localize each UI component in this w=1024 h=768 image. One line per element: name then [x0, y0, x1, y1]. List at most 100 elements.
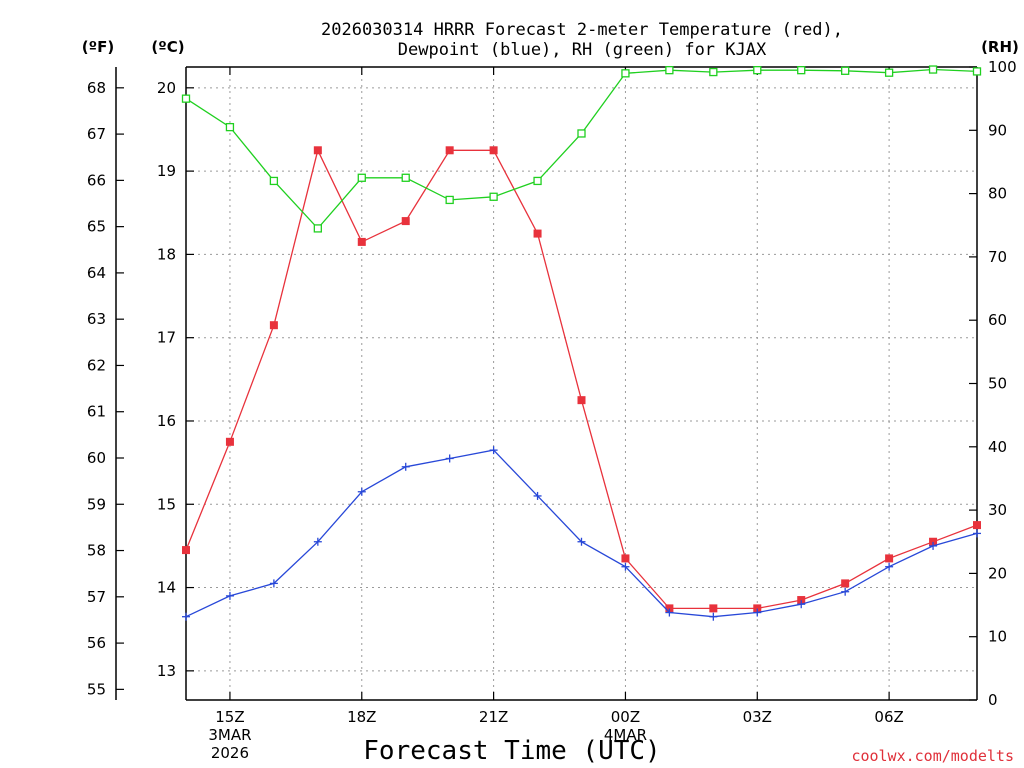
fahrenheit-tick-label: 63 — [87, 310, 106, 328]
data-point — [621, 554, 630, 563]
data-point — [445, 146, 454, 155]
data-point — [973, 521, 981, 530]
series-rh — [181, 65, 982, 233]
rh-tick-label: 40 — [988, 438, 1007, 456]
data-point — [884, 68, 894, 77]
axes-layer: 55 56 57 58 59 60 61 62 63 64 65 66 67 68 13 14 15 16 17 18… — [87, 58, 1017, 762]
data-point — [973, 529, 981, 538]
data-point — [313, 224, 322, 233]
fahrenheit-unit-label: (ºF) — [82, 38, 114, 56]
data-point — [753, 604, 762, 613]
rh-tick-label: 80 — [988, 185, 1007, 203]
data-point — [577, 396, 586, 405]
data-point — [225, 122, 235, 132]
data-point — [841, 587, 850, 596]
celsius-tick-label: 19 — [157, 162, 176, 180]
data-point — [269, 579, 278, 588]
data-point — [357, 173, 366, 182]
celsius-tick-label: 20 — [157, 79, 176, 97]
fahrenheit-tick-label: 55 — [87, 680, 106, 698]
chart-title-line-1: 2026030314 HRRR Forecast 2-meter Tempera… — [321, 20, 843, 40]
data-point — [269, 176, 279, 186]
fahrenheit-tick-label: 56 — [87, 634, 106, 652]
series-2-meter-temperature — [182, 146, 981, 613]
data-point — [577, 129, 586, 138]
celsius-tick-label: 16 — [157, 412, 176, 430]
data-point — [577, 537, 586, 546]
data-point — [753, 66, 762, 75]
chart-title-line-2: Dewpoint (blue), RH (green) for KJAX — [398, 40, 767, 60]
data-point — [357, 237, 366, 246]
fahrenheit-tick-label: 62 — [87, 356, 106, 374]
data-point — [225, 437, 234, 446]
fahrenheit-tick-label: 67 — [87, 125, 106, 143]
data-point — [665, 604, 674, 613]
rh-tick-label: 30 — [988, 501, 1007, 519]
grid-layer — [186, 67, 977, 700]
data-point — [533, 229, 542, 238]
celsius-tick-label: 17 — [157, 329, 176, 347]
x-tick-label: 06Z — [874, 708, 903, 726]
data-point — [665, 66, 674, 75]
rh-tick-label: 60 — [988, 311, 1007, 329]
rh-tick-label: 0 — [988, 691, 998, 709]
fahrenheit-tick-label: 66 — [87, 171, 106, 189]
x-tick-date-label: 3MAR — [208, 726, 251, 744]
data-point — [489, 192, 498, 201]
data-point — [928, 65, 938, 74]
data-point — [225, 591, 234, 600]
series-line — [185, 449, 978, 618]
data-point — [797, 600, 806, 609]
x-tick-label: 18Z — [347, 708, 376, 726]
data-point — [709, 612, 718, 621]
data-point — [313, 146, 322, 155]
data-point — [753, 608, 762, 617]
fahrenheit-tick-label: 68 — [87, 79, 106, 97]
x-tick-label: 15Z — [215, 708, 244, 726]
fahrenheit-tick-label: 57 — [87, 588, 106, 606]
fahrenheit-tick-label: 64 — [87, 264, 106, 282]
data-point — [533, 176, 542, 186]
x-tick-label: 21Z — [479, 708, 508, 726]
data-point — [709, 604, 718, 613]
data-point — [797, 596, 806, 605]
celsius-tick-label: 14 — [157, 579, 176, 597]
rh-unit-label: (RH) — [981, 38, 1019, 56]
data-point — [401, 173, 410, 182]
rh-tick-label: 50 — [988, 375, 1007, 393]
data-point — [445, 195, 454, 205]
rh-tick-label: 70 — [988, 248, 1007, 266]
data-point — [621, 562, 630, 571]
data-point — [445, 454, 454, 463]
credit-text: coolwx.com/modelts — [851, 747, 1014, 765]
x-tick-date-label: 4MAR — [604, 726, 647, 744]
data-point — [533, 491, 542, 500]
data-point — [665, 608, 674, 617]
rh-tick-label: 90 — [988, 121, 1007, 139]
fahrenheit-tick-label: 60 — [87, 449, 106, 467]
data-point — [182, 546, 190, 555]
data-point — [182, 612, 190, 621]
data-point — [709, 67, 718, 77]
data-point — [401, 217, 410, 226]
data-point — [841, 66, 850, 75]
rh-tick-label: 100 — [988, 58, 1017, 76]
x-axis-label: Forecast Time (UTC) — [363, 736, 660, 766]
data-point — [929, 537, 938, 546]
rh-tick-label: 20 — [988, 564, 1007, 582]
data-point — [489, 146, 498, 155]
data-point — [401, 462, 410, 471]
data-point — [269, 321, 278, 330]
data-point — [797, 66, 806, 75]
series-layer — [181, 65, 982, 621]
x-tick-label: 03Z — [743, 708, 772, 726]
data-point — [181, 94, 191, 103]
celsius-tick-label: 15 — [157, 495, 176, 513]
data-point — [357, 487, 366, 496]
data-point — [489, 446, 498, 455]
celsius-tick-label: 18 — [157, 245, 176, 263]
data-point — [885, 562, 894, 571]
rh-tick-label: 10 — [988, 628, 1007, 646]
data-point — [621, 69, 630, 78]
series-dewpoint — [182, 446, 981, 621]
